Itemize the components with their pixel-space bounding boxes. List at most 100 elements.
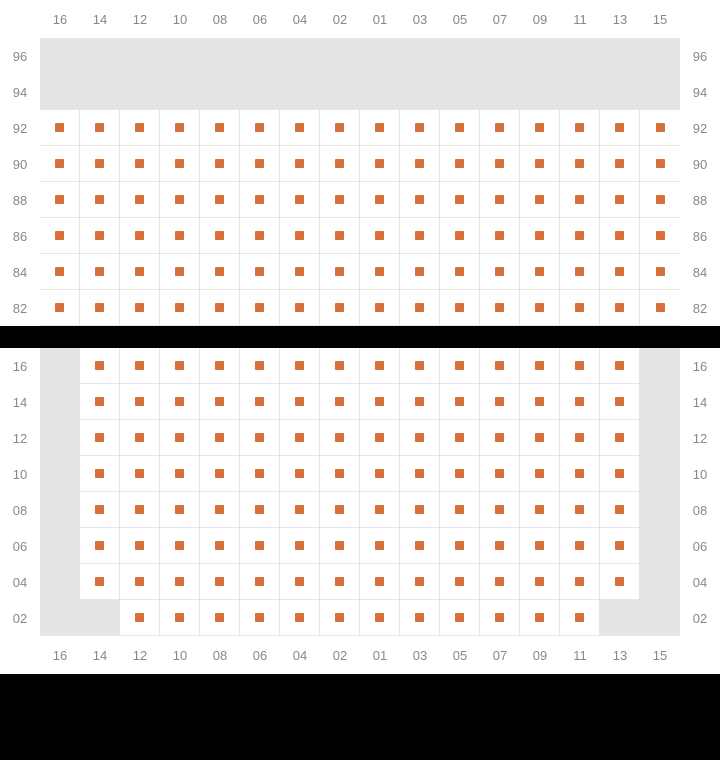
seat-available[interactable]: [560, 528, 600, 564]
seat-available[interactable]: [320, 254, 360, 290]
seat-available[interactable]: [240, 564, 280, 600]
seat-available[interactable]: [120, 254, 160, 290]
seat-available[interactable]: [640, 290, 680, 326]
seat-available[interactable]: [80, 146, 120, 182]
seat-available[interactable]: [520, 218, 560, 254]
seat-available[interactable]: [440, 110, 480, 146]
seat-available[interactable]: [80, 110, 120, 146]
seat-available[interactable]: [120, 182, 160, 218]
seat-available[interactable]: [520, 600, 560, 636]
seat-available[interactable]: [600, 492, 640, 528]
seat-available[interactable]: [80, 348, 120, 384]
seat-available[interactable]: [120, 218, 160, 254]
seat-available[interactable]: [480, 290, 520, 326]
seat-available[interactable]: [440, 564, 480, 600]
seat-available[interactable]: [400, 348, 440, 384]
seat-available[interactable]: [280, 218, 320, 254]
seat-available[interactable]: [640, 218, 680, 254]
seat-available[interactable]: [520, 384, 560, 420]
seat-available[interactable]: [120, 384, 160, 420]
seat-available[interactable]: [320, 528, 360, 564]
seat-available[interactable]: [480, 254, 520, 290]
seat-available[interactable]: [600, 254, 640, 290]
seat-available[interactable]: [280, 290, 320, 326]
seat-available[interactable]: [240, 528, 280, 564]
seat-available[interactable]: [40, 254, 80, 290]
seat-available[interactable]: [640, 146, 680, 182]
seat-available[interactable]: [40, 110, 80, 146]
seat-available[interactable]: [160, 456, 200, 492]
seat-available[interactable]: [600, 182, 640, 218]
seat-available[interactable]: [600, 528, 640, 564]
seat-available[interactable]: [560, 600, 600, 636]
seat-available[interactable]: [320, 290, 360, 326]
seat-available[interactable]: [400, 420, 440, 456]
seat-available[interactable]: [200, 254, 240, 290]
seat-available[interactable]: [400, 456, 440, 492]
seat-available[interactable]: [480, 348, 520, 384]
seat-available[interactable]: [360, 420, 400, 456]
seat-available[interactable]: [200, 384, 240, 420]
seat-available[interactable]: [360, 384, 400, 420]
seat-available[interactable]: [200, 456, 240, 492]
seat-available[interactable]: [280, 384, 320, 420]
seat-available[interactable]: [120, 290, 160, 326]
seat-available[interactable]: [360, 348, 400, 384]
seat-available[interactable]: [600, 348, 640, 384]
seat-available[interactable]: [400, 110, 440, 146]
seat-available[interactable]: [360, 528, 400, 564]
seat-available[interactable]: [360, 290, 400, 326]
seat-available[interactable]: [600, 456, 640, 492]
seat-available[interactable]: [560, 182, 600, 218]
seat-available[interactable]: [40, 290, 80, 326]
seat-available[interactable]: [520, 254, 560, 290]
seat-available[interactable]: [600, 420, 640, 456]
seat-available[interactable]: [240, 218, 280, 254]
seat-available[interactable]: [160, 420, 200, 456]
seat-available[interactable]: [640, 182, 680, 218]
seat-available[interactable]: [320, 146, 360, 182]
seat-available[interactable]: [480, 384, 520, 420]
seat-available[interactable]: [200, 600, 240, 636]
seat-available[interactable]: [400, 290, 440, 326]
seat-available[interactable]: [160, 348, 200, 384]
seat-available[interactable]: [160, 182, 200, 218]
seat-available[interactable]: [160, 528, 200, 564]
seat-available[interactable]: [520, 348, 560, 384]
seat-available[interactable]: [80, 564, 120, 600]
seat-available[interactable]: [560, 384, 600, 420]
seat-available[interactable]: [400, 182, 440, 218]
seat-available[interactable]: [200, 182, 240, 218]
seat-available[interactable]: [600, 218, 640, 254]
seat-available[interactable]: [480, 564, 520, 600]
seat-available[interactable]: [120, 492, 160, 528]
seat-available[interactable]: [160, 492, 200, 528]
seat-available[interactable]: [600, 110, 640, 146]
seat-available[interactable]: [360, 218, 400, 254]
seat-available[interactable]: [400, 146, 440, 182]
seat-available[interactable]: [240, 146, 280, 182]
seat-available[interactable]: [120, 564, 160, 600]
seat-available[interactable]: [440, 492, 480, 528]
seat-available[interactable]: [80, 492, 120, 528]
seat-available[interactable]: [440, 182, 480, 218]
seat-available[interactable]: [280, 492, 320, 528]
seat-available[interactable]: [520, 420, 560, 456]
seat-available[interactable]: [560, 456, 600, 492]
seat-available[interactable]: [480, 420, 520, 456]
seat-available[interactable]: [160, 254, 200, 290]
seat-available[interactable]: [400, 218, 440, 254]
seat-available[interactable]: [520, 146, 560, 182]
seat-available[interactable]: [200, 218, 240, 254]
seat-available[interactable]: [440, 384, 480, 420]
seat-available[interactable]: [360, 492, 400, 528]
seat-available[interactable]: [400, 600, 440, 636]
seat-available[interactable]: [160, 384, 200, 420]
seat-available[interactable]: [200, 290, 240, 326]
seat-available[interactable]: [440, 290, 480, 326]
seat-available[interactable]: [320, 348, 360, 384]
seat-available[interactable]: [400, 528, 440, 564]
seat-available[interactable]: [280, 528, 320, 564]
seat-available[interactable]: [240, 290, 280, 326]
seat-available[interactable]: [160, 146, 200, 182]
